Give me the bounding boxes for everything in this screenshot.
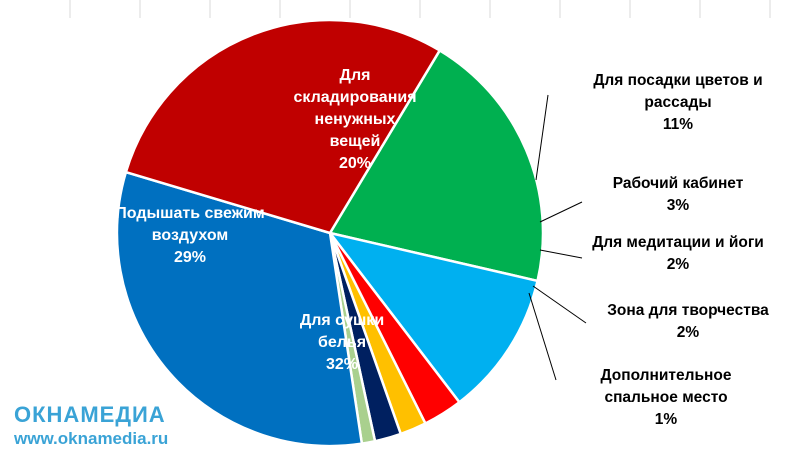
slice-label: Для посадки цветов и рассады 11%	[593, 72, 762, 133]
pie-slice	[124, 18, 441, 235]
slice-value-label: 11%	[663, 116, 693, 133]
slice-category-label: Для медитации и йоги	[592, 234, 764, 251]
slice-value-label: 2%	[667, 256, 690, 273]
slice-label: Дополнительное спальное место 1%	[601, 367, 732, 428]
slice-label: Зона для творчества 2%	[607, 302, 769, 341]
slice-label: Подышать свежим воздухом 29%	[115, 205, 264, 266]
slice-category-label: Для сушки	[300, 312, 384, 329]
slice-value-label: 29%	[174, 249, 206, 266]
slice-category-label: Рабочий кабинет	[613, 175, 744, 192]
slice-category-label: Для	[340, 67, 371, 84]
slice-category-label: белья	[318, 334, 366, 351]
slice-category-label: складирования	[293, 89, 416, 106]
leader-lines	[528, 94, 587, 381]
slice-value-label: 3%	[667, 197, 690, 214]
slice-category-label: Для посадки цветов и	[593, 72, 762, 89]
leader-line	[532, 285, 587, 324]
pie-slice	[328, 49, 545, 283]
slice-value-label: 2%	[677, 324, 700, 341]
slice-label: Для сушки белья 32%	[300, 312, 384, 373]
slice-label: Рабочий кабинет 3%	[613, 175, 744, 214]
slice-category-label: Зона для творчества	[607, 302, 769, 319]
slice-value-label: 32%	[326, 356, 358, 373]
slice-label: Для медитации и йоги 2%	[592, 234, 764, 273]
leader-line	[539, 201, 583, 223]
slice-category-label: Дополнительное	[601, 367, 732, 384]
slice-label: Для складирования ненужных вещей 20%	[293, 67, 416, 172]
pie-slices	[115, 18, 545, 448]
pie-slice	[115, 170, 364, 448]
pie-slice	[328, 231, 539, 404]
leader-line	[539, 249, 583, 259]
watermark-url: www.oknamedia.ru	[13, 429, 168, 448]
slice-category-label: воздухом	[152, 227, 228, 244]
background-grid	[69, 0, 771, 18]
slice-labels: Для складирования ненужных вещей 20% Для поса…	[115, 67, 769, 428]
slice-category-label: Подышать свежим	[115, 205, 264, 222]
watermark-logo: ОКНАМЕДИА	[14, 402, 166, 427]
watermark: ОКНАМЕДИА www.oknamedia.ru	[13, 402, 168, 448]
slice-category-label: спальное место	[604, 389, 727, 406]
leader-line	[528, 292, 557, 381]
slice-value-label: 20%	[339, 155, 371, 172]
leader-line	[535, 94, 549, 181]
slice-value-label: 1%	[655, 411, 678, 428]
slice-category-label: рассады	[644, 94, 711, 111]
slice-category-label: вещей	[330, 133, 381, 150]
slice-category-label: ненужных	[315, 111, 396, 128]
